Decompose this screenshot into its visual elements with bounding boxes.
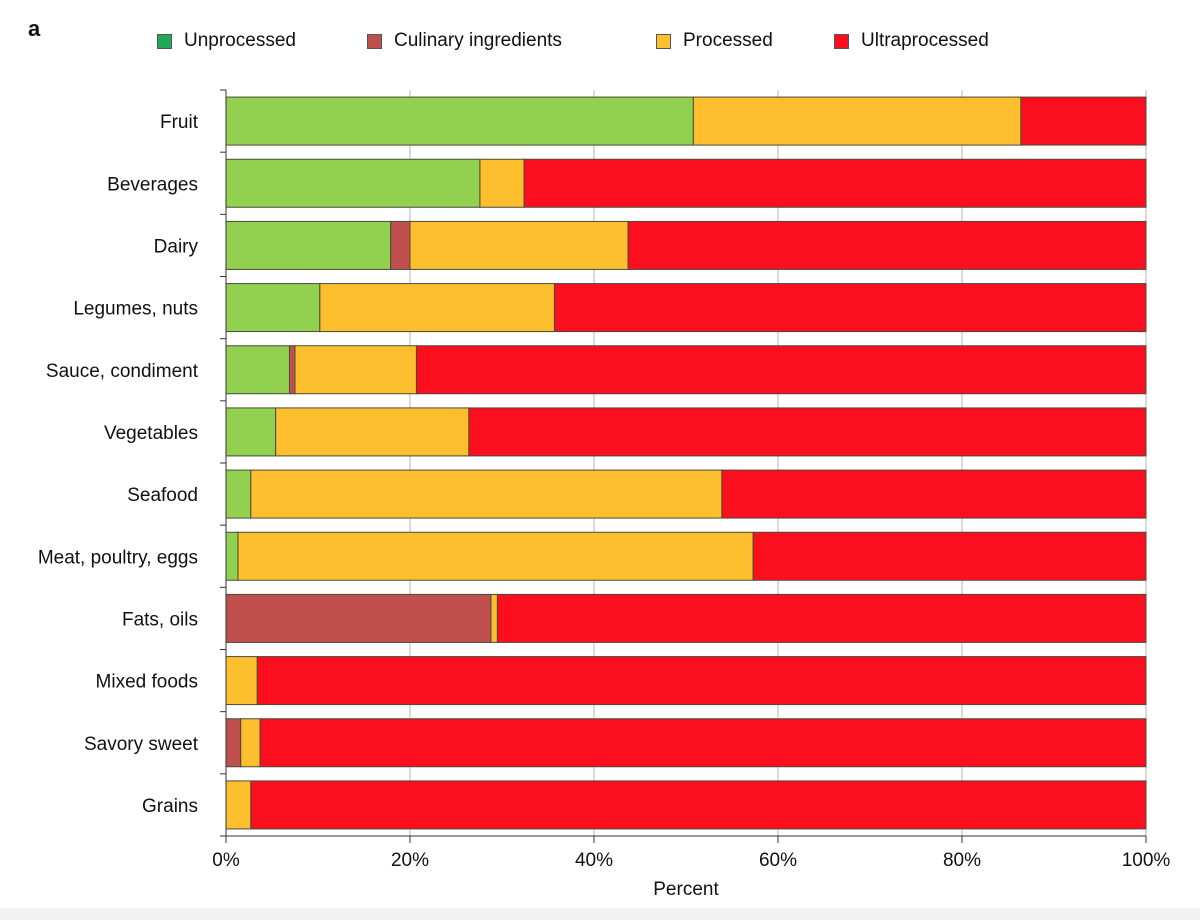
legend-swatch-culinary xyxy=(367,33,382,49)
bars-layer xyxy=(225,96,1147,830)
bar-grains-ultraprocessed xyxy=(250,780,1147,830)
panel-label: a xyxy=(28,16,41,41)
legend-item-culinary: Culinary ingredients xyxy=(367,30,562,52)
category-label-grains: Grains xyxy=(142,796,198,817)
category-label-sauce-condiment: Sauce, condiment xyxy=(46,361,199,382)
legend-swatch-processed xyxy=(656,33,671,49)
legend-label-processed: Processed xyxy=(683,30,773,51)
bar-sauce-condiment-unprocessed xyxy=(225,345,290,395)
tick-label-x-100: 100% xyxy=(1122,850,1171,871)
category-label-meat-poultry-eggs: Meat, poultry, eggs xyxy=(38,547,198,568)
legend-item-ultraprocessed: Ultraprocessed xyxy=(834,30,989,52)
bottom-strip xyxy=(0,908,1200,920)
bar-meat-poultry-eggs-unprocessed xyxy=(225,531,239,581)
category-label-fats-oils: Fats, oils xyxy=(122,609,198,630)
legend: Unprocessed Culinary ingredients Process… xyxy=(0,30,1200,60)
category-label-mixed-foods: Mixed foods xyxy=(96,672,198,693)
category-label-seafood: Seafood xyxy=(127,485,198,506)
bar-savory-sweet-processed xyxy=(240,718,261,768)
bar-sauce-condiment-ultraprocessed xyxy=(415,345,1147,395)
bar-fats-oils-ultraprocessed xyxy=(496,593,1147,643)
bar-savory-sweet-ultraprocessed xyxy=(259,718,1147,768)
bar-fruit-ultraprocessed xyxy=(1020,96,1147,146)
x-axis-title: Percent xyxy=(653,879,719,900)
category-label-savory-sweet: Savory sweet xyxy=(84,734,199,755)
bar-dairy-culinary-ingredients xyxy=(390,220,411,270)
bar-seafood-unprocessed xyxy=(225,469,252,519)
bar-fruit-processed xyxy=(692,96,1022,146)
bar-sauce-condiment-processed xyxy=(294,345,417,395)
bar-legumes-nuts-unprocessed xyxy=(225,283,321,333)
category-label-beverages: Beverages xyxy=(107,174,198,195)
bar-legumes-nuts-ultraprocessed xyxy=(553,283,1147,333)
bar-vegetables-processed xyxy=(275,407,470,457)
bar-seafood-processed xyxy=(250,469,723,519)
bar-dairy-unprocessed xyxy=(225,220,392,270)
bar-meat-poultry-eggs-processed xyxy=(237,531,754,581)
legend-item-processed: Processed xyxy=(656,30,773,52)
bar-sauce-condiment-culinary-ingredients xyxy=(288,345,296,395)
tick-label-x-20: 20% xyxy=(391,850,429,871)
tick-label-x-40: 40% xyxy=(575,850,613,871)
legend-label-ultraprocessed: Ultraprocessed xyxy=(861,30,989,51)
bar-vegetables-ultraprocessed xyxy=(468,407,1147,457)
category-label-dairy: Dairy xyxy=(154,236,199,257)
legend-label-culinary: Culinary ingredients xyxy=(394,30,562,51)
tick-label-x-60: 60% xyxy=(759,850,797,871)
bar-mixed-foods-ultraprocessed xyxy=(256,656,1147,706)
bar-grains-processed xyxy=(225,780,252,830)
tick-label-x-0: 0% xyxy=(212,850,240,871)
category-label-legumes-nuts: Legumes, nuts xyxy=(73,299,198,320)
bar-fruit-unprocessed xyxy=(225,96,694,146)
labels-layer: 0% 20% 40% 60% 80% 100% Fruit Beverages Dairy Leg… xyxy=(38,112,1171,871)
bar-vegetables-unprocessed xyxy=(225,407,277,457)
bar-fats-oils-processed xyxy=(490,593,498,643)
legend-label-unprocessed: Unprocessed xyxy=(184,30,296,51)
tick-label-x-80: 80% xyxy=(943,850,981,871)
bar-savory-sweet-culinary-ingredients xyxy=(225,718,242,768)
category-label-fruit: Fruit xyxy=(160,112,199,133)
bar-dairy-ultraprocessed xyxy=(627,220,1147,270)
axis-layer xyxy=(220,89,1147,843)
bar-mixed-foods-processed xyxy=(225,656,258,706)
bar-beverages-processed xyxy=(479,158,525,208)
bar-beverages-ultraprocessed xyxy=(523,158,1147,208)
legend-swatch-ultraprocessed xyxy=(834,33,849,49)
legend-item-unprocessed: Unprocessed xyxy=(157,30,296,52)
bar-dairy-processed xyxy=(409,220,629,270)
bar-beverages-unprocessed xyxy=(225,158,481,208)
bar-legumes-nuts-processed xyxy=(319,283,555,333)
category-label-vegetables: Vegetables xyxy=(104,423,198,444)
bar-seafood-ultraprocessed xyxy=(721,469,1147,519)
bar-meat-poultry-eggs-ultraprocessed xyxy=(752,531,1147,581)
legend-swatch-unprocessed xyxy=(157,33,172,49)
bar-fats-oils-culinary-ingredients xyxy=(225,593,492,643)
